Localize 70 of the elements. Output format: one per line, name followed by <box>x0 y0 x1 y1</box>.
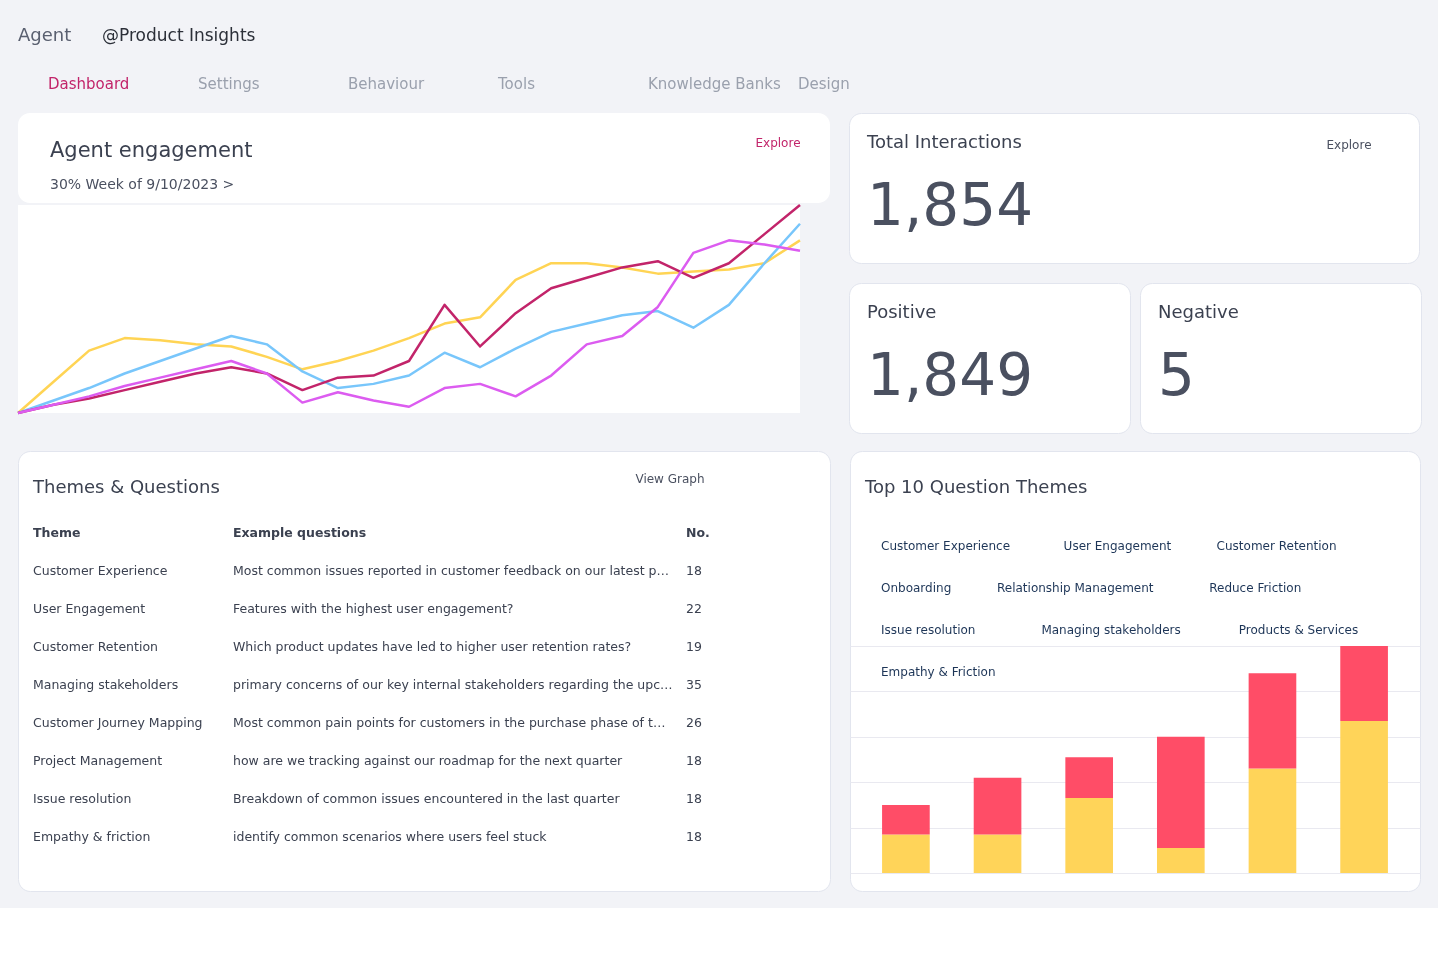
text: User Engagement <box>1063 539 1172 553</box>
text: Project Management <box>33 753 163 768</box>
text: Customer Retention <box>33 639 158 654</box>
text: 18 <box>686 753 702 768</box>
text: No. <box>686 525 710 540</box>
text: 35 <box>686 677 702 692</box>
text: Agent <box>18 24 72 45</box>
text: Issue resolution <box>881 623 976 637</box>
text: Dashboard <box>48 75 130 93</box>
text: 1,854 <box>867 171 1034 239</box>
text: 18 <box>686 829 702 844</box>
text: 1,849 <box>867 341 1034 409</box>
text: Customer Experience <box>33 563 168 578</box>
bar <box>1248 768 1297 873</box>
text: View Graph <box>635 472 705 486</box>
text: 18 <box>686 791 702 806</box>
bar <box>1065 798 1114 873</box>
text: Which product updates have led to higher user retention rates? <box>233 639 632 654</box>
text: User Engagement <box>33 601 146 616</box>
text: Managing stakeholders <box>1041 623 1181 637</box>
text: Relationship Management <box>997 581 1154 595</box>
text: 5 <box>1158 341 1195 409</box>
text: Tools <box>497 75 536 93</box>
text: Customer Journey Mapping <box>33 715 203 730</box>
text: Reduce Friction <box>1209 581 1302 595</box>
text: Issue resolution <box>33 791 132 806</box>
text: Explore <box>1326 138 1372 152</box>
chart-subtitle: 30% Week of 9/10/2023 > <box>50 176 235 192</box>
text: Managing stakeholders <box>33 677 179 692</box>
text: Onboarding <box>881 581 952 595</box>
bar <box>1340 646 1388 721</box>
text: 19 <box>686 639 702 654</box>
text: 18 <box>686 563 702 578</box>
text: 22 <box>686 601 702 616</box>
text: primary concerns of our key internal stakeholders regarding the upc… <box>233 677 673 692</box>
text: Breakdown of common issues encountered in the last quarter <box>233 791 621 806</box>
text: how are we tracking against our roadmap for the next quarter <box>233 753 624 768</box>
bar <box>882 834 930 873</box>
text: Knowledge Banks <box>648 75 781 93</box>
text: Features with the highest user engagement? <box>233 601 514 616</box>
text: Theme <box>33 525 81 540</box>
text: Negative <box>1158 301 1239 322</box>
text: Customer Retention <box>1216 539 1337 553</box>
bar <box>973 777 1022 835</box>
text: identify common scenarios where users feel stuck <box>233 829 548 844</box>
bar <box>1065 757 1114 799</box>
bar <box>1156 848 1205 873</box>
text: Empathy & friction <box>33 829 151 844</box>
bar <box>973 834 1022 873</box>
text: 26 <box>686 715 702 730</box>
bar <box>882 804 930 835</box>
text: @Product Insights <box>102 25 256 45</box>
text: Explore <box>755 136 801 150</box>
chart-title: Agent engagement <box>50 138 253 162</box>
text: Behaviour <box>348 75 425 93</box>
text: Design <box>798 75 850 93</box>
text: Products & Services <box>1238 623 1359 637</box>
text: Customer Experience <box>881 539 1011 553</box>
chart-title: Top 10 Question Themes <box>864 476 1088 497</box>
text: Example questions <box>233 525 367 540</box>
text: Most common issues reported in customer feedback on our latest p… <box>233 563 669 578</box>
text: Total Interactions <box>866 131 1022 152</box>
text: Positive <box>867 301 937 322</box>
bar <box>1248 673 1297 769</box>
bar <box>1156 736 1205 849</box>
bar <box>1340 720 1388 873</box>
annotation: Empathy & Friction <box>881 665 996 679</box>
text: Settings <box>198 75 260 93</box>
text: Most common pain points for customers in the purchase phase of t… <box>233 715 666 730</box>
text: Themes & Questions <box>32 476 220 497</box>
